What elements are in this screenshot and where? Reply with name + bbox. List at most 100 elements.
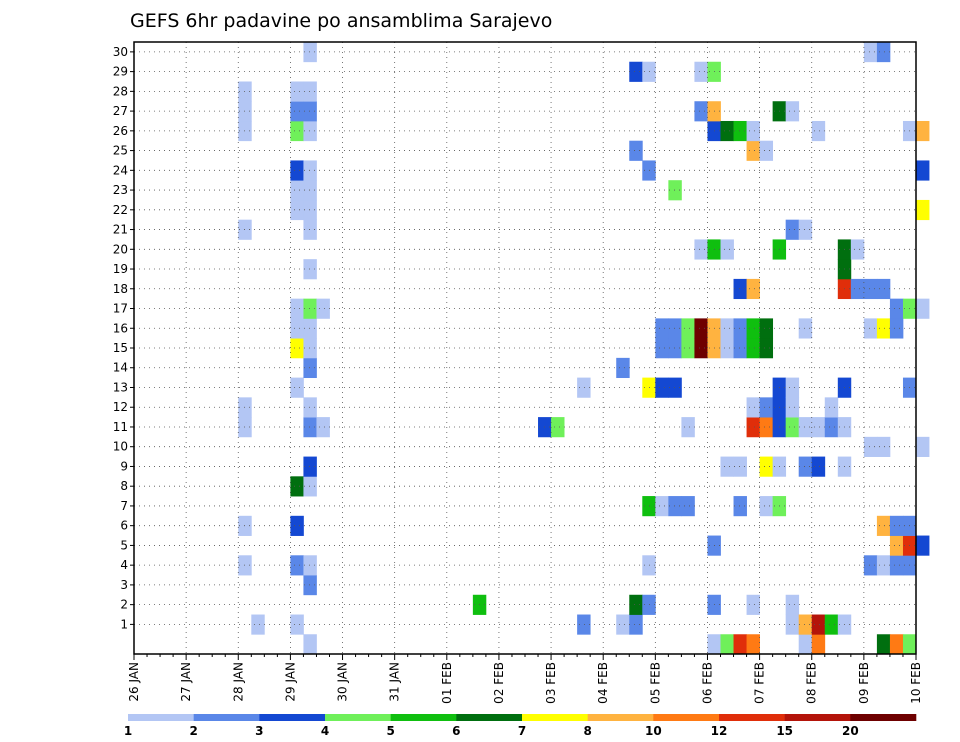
x-tick-label: 10 FEB bbox=[909, 662, 923, 704]
y-tick-label: 26 bbox=[113, 124, 128, 138]
cell bbox=[303, 456, 317, 477]
cell bbox=[876, 318, 891, 339]
cell bbox=[916, 120, 930, 142]
cell bbox=[889, 298, 904, 319]
colorbar-label: 20 bbox=[842, 724, 859, 738]
cell bbox=[720, 318, 734, 339]
x-tick-label: 31 JAN bbox=[388, 662, 402, 702]
cell bbox=[811, 456, 826, 477]
cell bbox=[759, 417, 774, 438]
cell bbox=[290, 476, 304, 497]
cell bbox=[303, 634, 317, 655]
x-tick-label: 03 FEB bbox=[544, 662, 558, 704]
y-tick-label: 29 bbox=[113, 65, 128, 79]
cell bbox=[746, 338, 760, 359]
cell bbox=[303, 199, 317, 221]
cell bbox=[694, 239, 708, 260]
y-tick-label: 18 bbox=[113, 282, 128, 296]
cell bbox=[668, 338, 682, 359]
cell bbox=[290, 199, 304, 221]
cell bbox=[916, 298, 930, 319]
cell bbox=[733, 318, 747, 339]
cell bbox=[577, 377, 591, 398]
x-axis: 26 JAN 27 JAN 28 JAN 29 JAN 30 JAN 31 JAN 01 F… bbox=[127, 654, 923, 704]
cell bbox=[577, 614, 591, 635]
cell bbox=[303, 397, 317, 418]
cell bbox=[850, 278, 865, 300]
cell bbox=[720, 456, 734, 477]
colorbar-swatch bbox=[587, 714, 654, 721]
cell bbox=[811, 634, 826, 655]
x-tick-label: 29 JAN bbox=[283, 662, 297, 702]
cell bbox=[290, 81, 304, 102]
cell bbox=[303, 259, 317, 280]
y-tick-label: 1 bbox=[120, 617, 128, 631]
cell bbox=[303, 417, 317, 438]
cell bbox=[876, 278, 891, 300]
y-tick-label: 4 bbox=[120, 558, 128, 572]
y-tick-label: 13 bbox=[113, 380, 128, 394]
cell bbox=[316, 417, 330, 438]
cell bbox=[850, 239, 865, 260]
cell bbox=[303, 357, 317, 379]
y-tick-label: 3 bbox=[120, 578, 128, 592]
y-tick-label: 30 bbox=[113, 45, 128, 59]
x-tick-label: 06 FEB bbox=[701, 662, 715, 704]
cell bbox=[616, 614, 630, 635]
cell bbox=[303, 219, 317, 240]
cell bbox=[902, 634, 917, 655]
colorbar-swatch bbox=[784, 714, 851, 721]
y-tick-label: 28 bbox=[113, 84, 128, 98]
y-tick-label: 10 bbox=[113, 440, 128, 454]
cell bbox=[798, 456, 813, 477]
y-axis: 1234567891011121314151617181920212223242… bbox=[113, 45, 134, 631]
cell bbox=[681, 318, 695, 339]
cell bbox=[759, 496, 774, 517]
cell bbox=[916, 436, 930, 457]
colorbar-swatch bbox=[128, 714, 194, 721]
cell bbox=[694, 338, 708, 359]
cell bbox=[655, 318, 669, 339]
cell bbox=[290, 101, 304, 122]
cell bbox=[681, 417, 695, 438]
colorbar-swatch bbox=[259, 714, 326, 721]
cell bbox=[303, 101, 317, 122]
cell bbox=[551, 417, 565, 438]
cell bbox=[733, 496, 747, 517]
cell bbox=[668, 180, 682, 201]
cell bbox=[303, 120, 317, 142]
cell bbox=[290, 298, 304, 319]
y-tick-label: 21 bbox=[113, 223, 128, 237]
x-tick-label: 28 JAN bbox=[231, 662, 245, 702]
y-tick-label: 9 bbox=[120, 459, 128, 473]
colorbar-label: 2 bbox=[189, 724, 197, 738]
cell bbox=[290, 515, 304, 536]
cell bbox=[863, 278, 878, 300]
y-tick-label: 23 bbox=[113, 183, 128, 197]
cell bbox=[824, 397, 839, 418]
colorbar-swatch bbox=[522, 714, 588, 721]
cell bbox=[785, 219, 800, 240]
cell bbox=[290, 160, 304, 181]
cell bbox=[746, 634, 760, 655]
cell bbox=[720, 634, 734, 655]
colorbar-label: 10 bbox=[645, 724, 662, 738]
cell bbox=[785, 377, 800, 398]
cell bbox=[655, 377, 669, 398]
cell bbox=[759, 338, 774, 359]
cell bbox=[303, 160, 317, 181]
cell bbox=[655, 496, 669, 517]
cell bbox=[916, 160, 930, 181]
cell bbox=[303, 318, 317, 339]
cell bbox=[863, 42, 878, 63]
cell bbox=[785, 594, 800, 615]
x-tick-label: 26 JAN bbox=[127, 662, 141, 702]
chart-title: GEFS 6hr padavine po ansamblima Sarajevo bbox=[130, 10, 552, 32]
cell bbox=[889, 555, 904, 576]
colorbar-label: 15 bbox=[776, 724, 793, 738]
colorbar-label: 3 bbox=[255, 724, 263, 738]
cell bbox=[629, 594, 643, 615]
cell bbox=[290, 614, 304, 635]
y-tick-label: 25 bbox=[113, 144, 128, 158]
